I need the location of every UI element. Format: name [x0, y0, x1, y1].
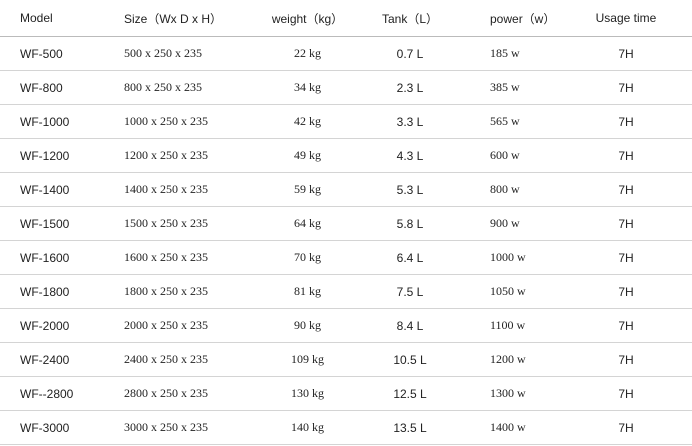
table-cell: 565 w [455, 104, 560, 139]
table-cell: 3.3 L [365, 104, 455, 139]
table-row: WF-1000 1000 x 250 x 235 42 kg 3.3 L 565 w 7H [0, 104, 692, 139]
table-cell: 7.5 L [365, 274, 455, 309]
table-cell: 1400 w [455, 410, 560, 445]
table-cell: WF--2800 [0, 376, 104, 411]
header-cell: Usage time [560, 0, 692, 37]
table-cell: 64 kg [250, 206, 365, 241]
table-cell: 2800 x 250 x 235 [104, 376, 250, 411]
table-cell: 130 kg [250, 376, 365, 411]
table-cell: 7H [560, 70, 692, 105]
table-cell: 2.3 L [365, 70, 455, 105]
table-cell: 8.4 L [365, 308, 455, 343]
table-cell: 5.8 L [365, 206, 455, 241]
table-cell: 1200 w [455, 342, 560, 377]
header-cell: Model [0, 0, 104, 37]
table-cell: 1000 x 250 x 235 [104, 104, 250, 139]
table-row: WF-1200 1200 x 250 x 235 49 kg 4.3 L 600 w 7H [0, 138, 692, 173]
table-row: WF-3000 3000 x 250 x 235 140 kg 13.5 L 1400 … [0, 410, 692, 445]
table-cell: WF-1400 [0, 172, 104, 207]
table-cell: 800 x 250 x 235 [104, 70, 250, 105]
table-cell: 3000 x 250 x 235 [104, 410, 250, 445]
table-cell: 7H [560, 172, 692, 207]
table-row: WF-1500 1500 x 250 x 235 64 kg 5.8 L 900 w 7H [0, 206, 692, 241]
table-cell: WF-1500 [0, 206, 104, 241]
table-cell: 7H [560, 308, 692, 343]
table-cell: 1800 x 250 x 235 [104, 274, 250, 309]
table-cell: 59 kg [250, 172, 365, 207]
table-cell: 13.5 L [365, 410, 455, 445]
table-cell: 1000 w [455, 240, 560, 275]
table-cell: 109 kg [250, 342, 365, 377]
table-cell: 1600 x 250 x 235 [104, 240, 250, 275]
table-cell: 2400 x 250 x 235 [104, 342, 250, 377]
table-cell: WF-3000 [0, 410, 104, 445]
table-cell: WF-1200 [0, 138, 104, 173]
table-cell: 7H [560, 104, 692, 139]
table-cell: 1400 x 250 x 235 [104, 172, 250, 207]
table-cell: WF-500 [0, 36, 104, 71]
table-cell: WF-1800 [0, 274, 104, 309]
table-cell: 2000 x 250 x 235 [104, 308, 250, 343]
table-row: WF--2800 2800 x 250 x 235 130 kg 12.5 L 1300… [0, 376, 692, 411]
table-cell: 34 kg [250, 70, 365, 105]
header-cell: power（w） [455, 0, 560, 37]
header-cell: weight（kg） [250, 0, 365, 37]
table-cell: 1100 w [455, 308, 560, 343]
table-cell: WF-1600 [0, 240, 104, 275]
table-cell: 900 w [455, 206, 560, 241]
table-cell: 185 w [455, 36, 560, 71]
table-cell: 7H [560, 410, 692, 445]
table-cell: 800 w [455, 172, 560, 207]
table-cell: 10.5 L [365, 342, 455, 377]
table-cell: 7H [560, 138, 692, 173]
table-cell: WF-800 [0, 70, 104, 105]
table-cell: 7H [560, 36, 692, 71]
table-cell: 22 kg [250, 36, 365, 71]
table-cell: 0.7 L [365, 36, 455, 71]
table-cell: 600 w [455, 138, 560, 173]
table-cell: 1050 w [455, 274, 560, 309]
table-cell: 5.3 L [365, 172, 455, 207]
table-row: WF-1400 1400 x 250 x 235 59 kg 5.3 L 800 w 7H [0, 172, 692, 207]
table-cell: 7H [560, 342, 692, 377]
table-cell: 500 x 250 x 235 [104, 36, 250, 71]
table-cell: 70 kg [250, 240, 365, 275]
table-cell: 90 kg [250, 308, 365, 343]
table-body: WF-500 500 x 250 x 235 22 kg 0.7 L 185 w 7H WF… [0, 36, 692, 445]
table-cell: WF-2000 [0, 308, 104, 343]
table-header: Model Size（Wx D x H） weight（kg） Tank（L） powe… [0, 0, 692, 37]
table-cell: WF-2400 [0, 342, 104, 377]
table-row: WF-800 800 x 250 x 235 34 kg 2.3 L 385 w 7H [0, 70, 692, 105]
table-cell: WF-1000 [0, 104, 104, 139]
table-cell: 12.5 L [365, 376, 455, 411]
table-cell: 1500 x 250 x 235 [104, 206, 250, 241]
table-cell: 7H [560, 376, 692, 411]
header-row: Model Size（Wx D x H） weight（kg） Tank（L） powe… [0, 0, 692, 37]
table-cell: 7H [560, 240, 692, 275]
table-cell: 385 w [455, 70, 560, 105]
table-cell: 140 kg [250, 410, 365, 445]
table-cell: 1200 x 250 x 235 [104, 138, 250, 173]
table-cell: 7H [560, 206, 692, 241]
table-cell: 81 kg [250, 274, 365, 309]
table-cell: 4.3 L [365, 138, 455, 173]
table-cell: 42 kg [250, 104, 365, 139]
table-cell: 6.4 L [365, 240, 455, 275]
table-row: WF-500 500 x 250 x 235 22 kg 0.7 L 185 w 7H [0, 36, 692, 71]
table-cell: 7H [560, 274, 692, 309]
table-row: WF-2400 2400 x 250 x 235 109 kg 10.5 L 1200 … [0, 342, 692, 377]
table-cell: 1300 w [455, 376, 560, 411]
header-cell: Size（Wx D x H） [104, 0, 250, 37]
table-cell: 49 kg [250, 138, 365, 173]
header-cell: Tank（L） [365, 0, 455, 37]
